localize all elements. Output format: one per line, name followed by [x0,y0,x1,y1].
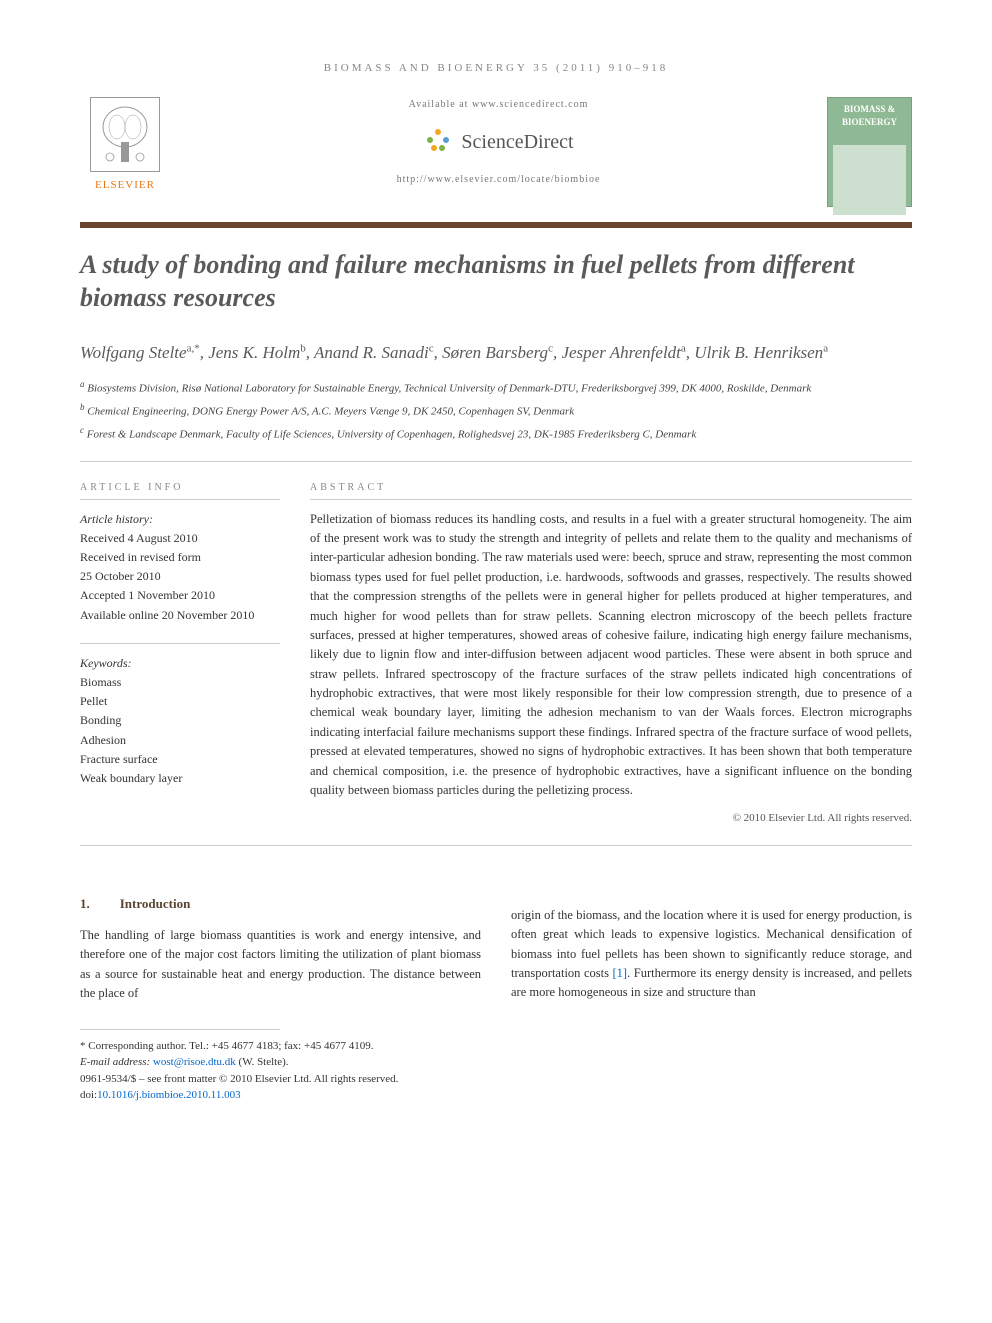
elsevier-label: ELSEVIER [95,177,155,194]
affiliation: a Biosystems Division, Risø National Lab… [80,378,912,397]
author: Søren Barsbergc [442,343,553,362]
section-num: 1. [80,894,90,914]
divider [80,461,912,462]
body-col-left: 1. Introduction The handling of large bi… [80,864,481,1004]
email-line: E-mail address: wost@risoe.dtu.dk (W. St… [80,1054,912,1071]
sciencedirect-logo[interactable]: ScienceDirect [190,127,807,157]
info-abstract-row: ARTICLE INFO Article history: Received 4… [80,480,912,827]
abstract-column: ABSTRACT Pelletization of biomass reduce… [310,480,912,827]
elsevier-tree-icon [90,97,160,172]
doi-line: doi:10.1016/j.biombioe.2010.11.003 [80,1087,912,1104]
keywords-block: Keywords: BiomassPelletBondingAdhesionFr… [80,654,280,788]
section-1-title: 1. Introduction [80,894,481,914]
journal-cover: BIOMASS & BIOENERGY [827,97,912,207]
footer-divider [80,1029,280,1030]
front-matter-note: 0961-9534/$ – see front matter © 2010 El… [80,1071,912,1088]
header-row: ELSEVIER Available at www.sciencedirect.… [80,97,912,207]
article-info: ARTICLE INFO Article history: Received 4… [80,480,280,827]
keyword: Adhesion [80,731,280,750]
divider-bar [80,222,912,228]
cover-title: BIOMASS & BIOENERGY [833,103,906,130]
divider [80,845,912,846]
elsevier-logo: ELSEVIER [80,97,170,197]
sciencedirect-text: ScienceDirect [461,127,573,157]
corresponding-author-note: * Corresponding author. Tel.: +45 4677 4… [80,1038,912,1055]
keyword: Biomass [80,673,280,692]
history-label: Article history: [80,510,280,529]
copyright-text: © 2010 Elsevier Ltd. All rights reserved… [310,810,912,827]
revised-label: Received in revised form [80,548,280,567]
keywords-label: Keywords: [80,654,280,673]
article-history: Article history: Received 4 August 2010 … [80,510,280,625]
author: Anand R. Sanadic [314,343,434,362]
body-columns: 1. Introduction The handling of large bi… [80,864,912,1004]
revised-date: 25 October 2010 [80,567,280,586]
ref-link-1[interactable]: [1] [613,966,628,980]
running-head: BIOMASS AND BIOENERGY 35 (2011) 910–918 [80,60,912,77]
abstract-header: ABSTRACT [310,480,912,500]
email-label: E-mail address: [80,1056,153,1068]
abstract-text: Pelletization of biomass reduces its han… [310,510,912,801]
email-link[interactable]: wost@risoe.dtu.dk [153,1056,236,1068]
author: Wolfgang Steltea,* [80,343,200,362]
affiliations: a Biosystems Division, Risø National Lab… [80,378,912,443]
body-col-right: origin of the biomass, and the location … [511,864,912,1004]
accepted-date: Accepted 1 November 2010 [80,586,280,605]
keyword: Bonding [80,711,280,730]
keyword: Pellet [80,692,280,711]
affiliation: c Forest & Landscape Denmark, Faculty of… [80,424,912,443]
intro-text-col1: The handling of large biomass quantities… [80,926,481,1004]
email-name: (W. Stelte). [236,1056,289,1068]
available-at-text: Available at www.sciencedirect.com [190,97,807,112]
author: Jesper Ahrenfeldta [561,343,685,362]
article-info-header: ARTICLE INFO [80,480,280,500]
author: Jens K. Holmb [208,343,306,362]
keyword: Fracture surface [80,750,280,769]
section-name: Introduction [120,894,191,914]
online-date: Available online 20 November 2010 [80,606,280,625]
article-title: A study of bonding and failure mechanism… [80,248,912,316]
affiliation: b Chemical Engineering, DONG Energy Powe… [80,401,912,420]
authors-list: Wolfgang Steltea,*, Jens K. Holmb, Anand… [80,340,912,366]
received-date: Received 4 August 2010 [80,529,280,548]
header-center: Available at www.sciencedirect.com Scien… [170,97,827,187]
locate-url[interactable]: http://www.elsevier.com/locate/biombioe [190,172,807,187]
sciencedirect-dots-icon [423,127,453,157]
doi-label: doi: [80,1089,97,1101]
doi-link[interactable]: 10.1016/j.biombioe.2010.11.003 [97,1089,241,1101]
author: Ulrik B. Henriksena [694,343,828,362]
keyword: Weak boundary layer [80,769,280,788]
